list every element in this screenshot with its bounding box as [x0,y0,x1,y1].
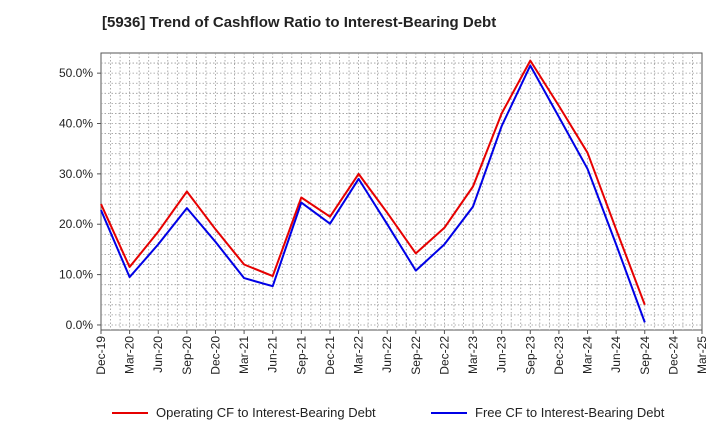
x-tick-label: Sep-23 [523,336,537,375]
x-tick-label: Jun-22 [380,336,394,373]
legend-swatch-operating-cf [112,411,148,414]
y-tick-label: 40.0% [59,117,93,131]
x-tick-label: Dec-19 [94,336,108,375]
x-tick-label: Sep-22 [409,336,423,375]
series-line-free-cf [100,64,646,323]
line-chart: 0.0% 10.0% 20.0% 30.0% 40.0% 50.0% Dec-19 Mar-2… [59,52,709,375]
x-tick-label: Jun-20 [151,336,165,373]
x-tick-label: Dec-21 [323,336,337,375]
x-tick-label: Mar-22 [352,336,366,374]
legend-item-operating-cf: Operating CF to Interest-Bearing Debt [112,405,376,420]
x-tick-label: Jun-21 [266,336,280,373]
x-tick-label: Mar-25 [695,336,709,374]
x-tick-label: Dec-24 [666,336,680,375]
x-tick-label: Mar-20 [123,336,137,374]
x-tick-label: Mar-21 [237,336,251,374]
x-tick-label: Dec-23 [552,336,566,375]
x-tick-label: Dec-20 [208,336,222,375]
x-tick-label: Sep-20 [180,336,194,375]
x-tick-label: Mar-23 [466,336,480,374]
y-tick-label: 30.0% [59,167,93,181]
chart-legend: Operating CF to Interest-Bearing Debt Fr… [0,405,720,425]
x-tick-label: Dec-22 [437,336,451,375]
legend-label-free-cf: Free CF to Interest-Bearing Debt [475,405,665,420]
y-tick-label: 0.0% [66,318,94,332]
series-line-operating-cf [100,59,646,306]
y-tick-label: 20.0% [59,217,93,231]
chart-title: [5936] Trend of Cashflow Ratio to Intere… [102,14,497,31]
x-tick-label: Sep-24 [638,336,652,375]
y-tick-label: 50.0% [59,66,93,80]
x-tick-label: Mar-24 [581,336,595,374]
legend-label-operating-cf: Operating CF to Interest-Bearing Debt [156,405,376,420]
legend-item-free-cf: Free CF to Interest-Bearing Debt [431,405,664,420]
y-tick-label: 10.0% [59,268,93,282]
plot-area [100,52,703,331]
x-tick-label: Jun-24 [609,336,623,373]
x-tick-label: Jun-23 [495,336,509,373]
x-tick-label: Sep-21 [294,336,308,375]
legend-swatch-free-cf [431,411,467,414]
